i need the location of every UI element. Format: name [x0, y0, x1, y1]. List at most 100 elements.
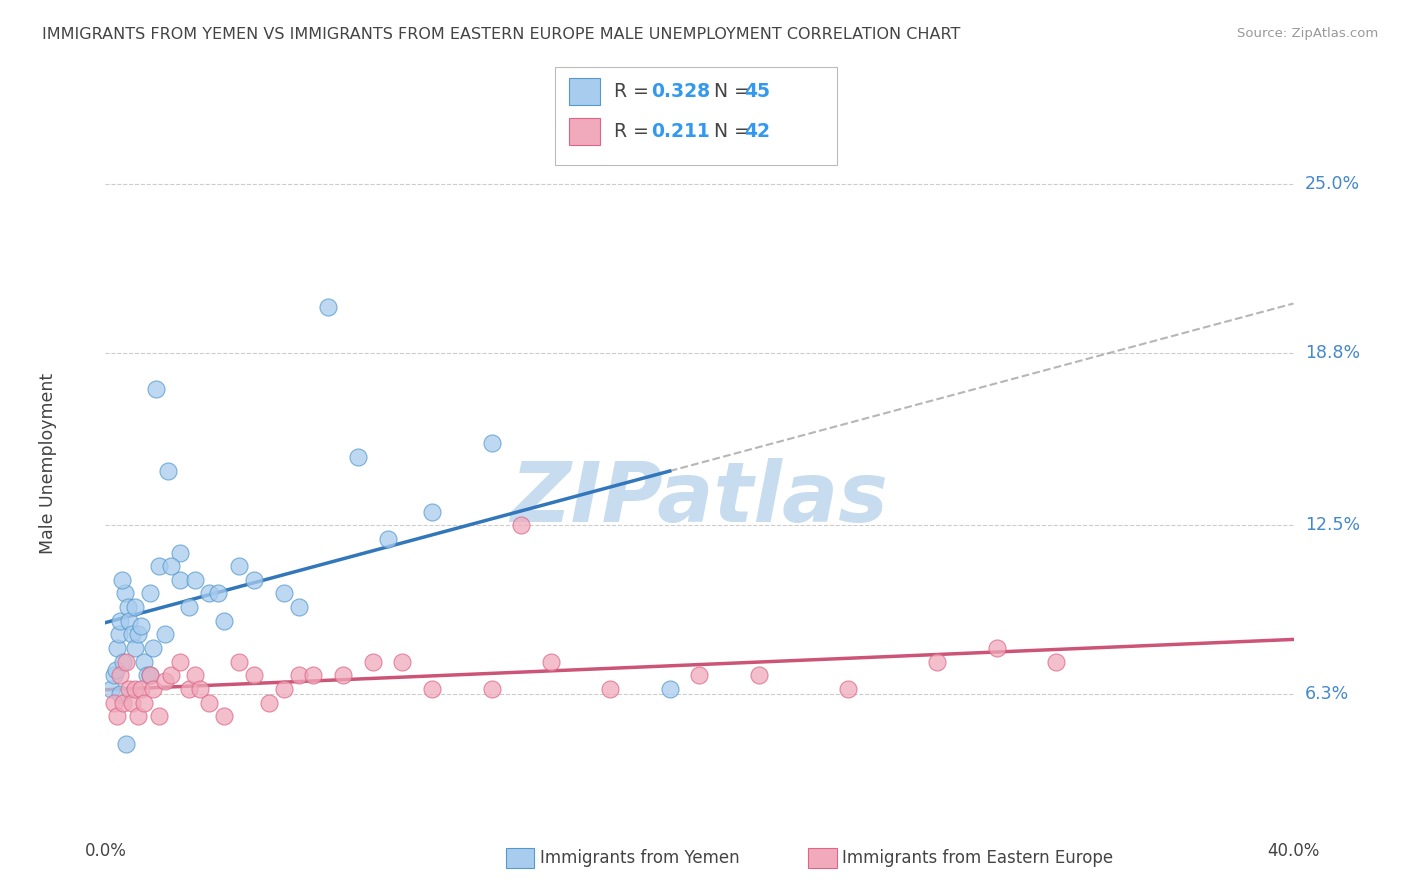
- Point: [748, 668, 770, 682]
- Point: [198, 696, 221, 710]
- Point: [110, 668, 132, 682]
- Point: [103, 696, 125, 710]
- Text: Source: ZipAtlas.com: Source: ZipAtlas.com: [1237, 27, 1378, 40]
- Point: [257, 696, 280, 710]
- Point: [837, 681, 859, 696]
- Point: [420, 681, 443, 696]
- Point: [986, 640, 1008, 655]
- Point: [118, 681, 141, 696]
- Text: 0.328: 0.328: [651, 82, 710, 102]
- Point: [177, 681, 200, 696]
- Point: [243, 573, 266, 587]
- Point: [153, 673, 176, 688]
- Point: [183, 573, 205, 587]
- Point: [273, 586, 295, 600]
- Point: [132, 655, 155, 669]
- Point: [124, 640, 146, 655]
- Point: [112, 696, 135, 710]
- Point: [169, 545, 191, 559]
- Point: [129, 681, 152, 696]
- Point: [243, 668, 266, 682]
- Point: [132, 696, 155, 710]
- Point: [114, 586, 136, 600]
- Point: [316, 300, 339, 314]
- Text: 40.0%: 40.0%: [1267, 842, 1320, 860]
- Point: [169, 655, 191, 669]
- Point: [159, 668, 181, 682]
- Point: [481, 681, 503, 696]
- Point: [115, 737, 138, 751]
- Text: R =: R =: [614, 121, 661, 141]
- Point: [105, 709, 128, 723]
- Point: [391, 655, 413, 669]
- Point: [228, 559, 250, 574]
- Point: [115, 655, 138, 669]
- Point: [177, 600, 200, 615]
- Point: [347, 450, 370, 464]
- Point: [121, 627, 143, 641]
- Point: [169, 573, 191, 587]
- Point: [127, 709, 149, 723]
- Point: [127, 627, 149, 641]
- Point: [540, 655, 562, 669]
- Point: [510, 518, 533, 533]
- Point: [207, 586, 229, 600]
- Point: [111, 573, 134, 587]
- Point: [100, 681, 122, 696]
- Point: [108, 627, 131, 641]
- Text: Male Unemployment: Male Unemployment: [39, 373, 58, 555]
- Text: IMMIGRANTS FROM YEMEN VS IMMIGRANTS FROM EASTERN EUROPE MALE UNEMPLOYMENT CORREL: IMMIGRANTS FROM YEMEN VS IMMIGRANTS FROM…: [42, 27, 960, 42]
- Text: 0.211: 0.211: [651, 121, 710, 141]
- Text: 42: 42: [744, 121, 769, 141]
- Point: [599, 681, 621, 696]
- Text: Immigrants from Eastern Europe: Immigrants from Eastern Europe: [842, 849, 1114, 867]
- Point: [156, 464, 179, 478]
- Point: [214, 614, 236, 628]
- Point: [139, 668, 162, 682]
- Point: [183, 668, 205, 682]
- Text: R =: R =: [614, 82, 655, 102]
- Point: [190, 681, 212, 696]
- Point: [117, 600, 139, 615]
- Point: [124, 681, 146, 696]
- Point: [148, 709, 170, 723]
- Point: [121, 696, 143, 710]
- Point: [136, 668, 159, 682]
- Point: [1045, 655, 1067, 669]
- Point: [139, 668, 162, 682]
- Text: 45: 45: [744, 82, 769, 102]
- Text: 25.0%: 25.0%: [1305, 175, 1360, 194]
- Point: [159, 559, 181, 574]
- Point: [142, 640, 165, 655]
- Point: [153, 627, 176, 641]
- Point: [228, 655, 250, 669]
- Text: 12.5%: 12.5%: [1305, 516, 1360, 534]
- Point: [481, 436, 503, 450]
- Point: [377, 532, 399, 546]
- Point: [118, 614, 141, 628]
- Point: [420, 505, 443, 519]
- Text: Immigrants from Yemen: Immigrants from Yemen: [540, 849, 740, 867]
- Point: [124, 600, 146, 615]
- Point: [214, 709, 236, 723]
- Point: [145, 382, 167, 396]
- Text: ZIPatlas: ZIPatlas: [510, 458, 889, 539]
- Text: N =: N =: [702, 121, 755, 141]
- Point: [689, 668, 711, 682]
- Point: [361, 655, 384, 669]
- Point: [129, 619, 152, 633]
- Point: [103, 668, 125, 682]
- Point: [112, 655, 135, 669]
- Point: [148, 559, 170, 574]
- Text: 18.8%: 18.8%: [1305, 344, 1360, 362]
- Point: [139, 586, 162, 600]
- Text: N =: N =: [702, 82, 755, 102]
- Point: [332, 668, 354, 682]
- Point: [273, 681, 295, 696]
- Point: [104, 663, 127, 677]
- Point: [110, 614, 132, 628]
- Point: [142, 681, 165, 696]
- Point: [927, 655, 949, 669]
- Point: [287, 668, 309, 682]
- Text: 0.0%: 0.0%: [84, 842, 127, 860]
